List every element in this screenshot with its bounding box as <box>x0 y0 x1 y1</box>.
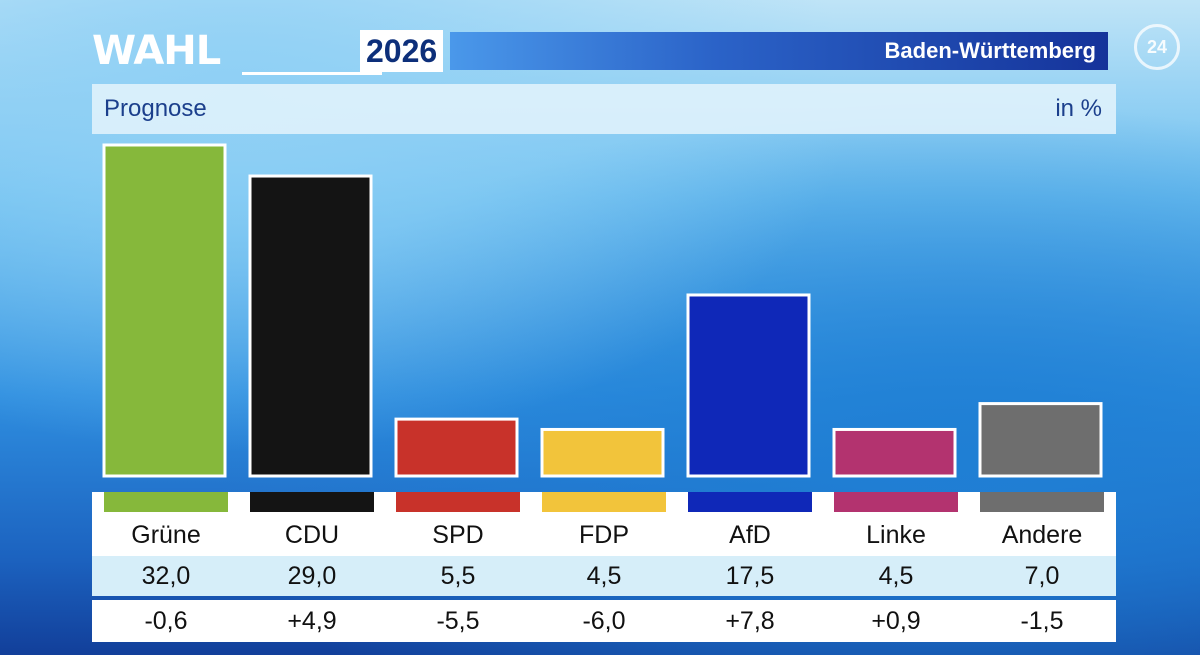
swatch-grüne <box>104 492 228 512</box>
swatch-andere <box>980 492 1104 512</box>
party-name-grüne: Grüne <box>131 521 201 549</box>
bar-fdp <box>540 427 665 478</box>
party-value-grüne: 32,0 <box>141 562 191 590</box>
party-diff-cdu: +4,9 <box>287 607 337 635</box>
party-name-spd: SPD <box>432 521 484 549</box>
chart-title: Prognose <box>104 95 207 122</box>
region-title: Baden-Württemberg <box>884 38 1096 63</box>
party-value-row: 32,0 29,0 5,5 4,5 17,5 4,5 7,0 <box>92 556 1116 596</box>
election-year: 2026 <box>360 30 444 72</box>
party-name-linke: Linke <box>866 521 926 549</box>
party-diff-linke: +0,9 <box>871 607 921 635</box>
party-diff-afd: +7,8 <box>725 607 775 635</box>
party-color-row <box>92 492 1116 514</box>
swatch-fdp <box>542 492 666 512</box>
party-value-cdu: 29,0 <box>287 562 337 590</box>
party-diff-fdp: -6,0 <box>582 607 626 635</box>
swatch-cdu <box>250 492 374 512</box>
swatch-linke <box>834 492 958 512</box>
party-name-row: Grüne CDU SPD FDP AfD Linke Andere <box>92 514 1116 556</box>
bar-afd <box>686 293 811 478</box>
bar-spd <box>394 417 519 478</box>
region-bar: Baden-Württemberg <box>450 32 1108 70</box>
party-value-spd: 5,5 <box>440 562 476 590</box>
swatch-spd <box>396 492 520 512</box>
bar-linke <box>832 427 957 478</box>
party-value-fdp: 4,5 <box>586 562 622 590</box>
chart-subheader: Prognose in % <box>92 84 1116 134</box>
party-name-fdp: FDP <box>579 521 629 549</box>
party-name-afd: AfD <box>729 521 771 549</box>
bar-andere <box>978 402 1103 478</box>
party-value-andere: 7,0 <box>1024 562 1060 590</box>
broadcast-header: WAHL 2026 Baden-Württemberg <box>92 28 1116 75</box>
election-logo-word: WAHL <box>92 28 221 74</box>
party-diff-grüne: -0,6 <box>144 607 188 635</box>
party-diff-row: -0,6 +4,9 -5,5 -6,0 +7,8 +0,9 -1,5 <box>92 600 1116 642</box>
unit-label: in % <box>1055 95 1102 122</box>
party-value-afd: 17,5 <box>725 562 775 590</box>
party-value-linke: 4,5 <box>878 562 914 590</box>
bar-grüne <box>102 143 227 478</box>
party-name-cdu: CDU <box>284 521 340 549</box>
results-table: Grüne CDU SPD FDP AfD Linke Andere 32,0 29,0 5,5… <box>92 492 1116 642</box>
party-diff-spd: -5,5 <box>436 607 480 635</box>
bar-cdu <box>248 174 373 478</box>
party-name-andere: Andere <box>1001 521 1083 549</box>
logo-underline <box>242 72 382 75</box>
swatch-afd <box>688 492 812 512</box>
channel-logo-icon: 24 <box>1134 24 1180 70</box>
party-diff-andere: -1,5 <box>1020 607 1064 635</box>
